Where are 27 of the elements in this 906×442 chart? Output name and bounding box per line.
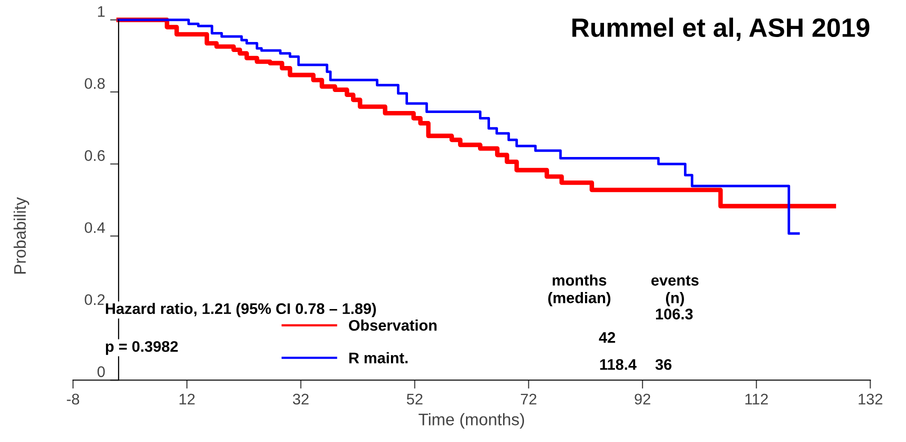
y-tick-label: 0.2 — [84, 294, 105, 306]
x-tick-label: -8 — [66, 394, 80, 405]
y-tick-label: 0.8 — [84, 78, 105, 89]
annotation: 42 — [598, 332, 616, 343]
x-axis-title: Time (months) — [418, 413, 524, 429]
annotation: events (n) — [651, 276, 699, 306]
y-tick-label: 0.6 — [84, 150, 105, 161]
legend-label: R maint. — [349, 352, 408, 364]
x-tick-label: 32 — [292, 394, 309, 405]
y-axis-title: Probability — [14, 197, 30, 274]
y-tick-label: 0.4 — [84, 222, 105, 234]
x-tick-label: 132 — [858, 394, 882, 405]
legend-label: Observation — [348, 320, 437, 331]
annotation: 36 — [655, 359, 672, 370]
x-tick-label: 92 — [634, 394, 650, 405]
y-tick-label: 1 — [98, 6, 105, 17]
y-tick-label: 0 — [97, 366, 105, 378]
annotation: 118.4 — [600, 359, 637, 370]
x-tick-label: 12 — [180, 394, 195, 404]
x-tick-label: 52 — [406, 394, 422, 405]
annotation: months (median) — [548, 274, 610, 306]
x-tick-label: 72 — [520, 394, 536, 404]
x-tick-label: 112 — [745, 394, 768, 404]
annotation: p = 0.3982 — [106, 341, 178, 355]
chart-title: Rummel et al, ASH 2019 — [572, 18, 870, 41]
annotation: 106.3 — [656, 308, 693, 320]
annotation: Hazard ratio, 1.21 (95% CI 0.78 – 1.89) — [106, 302, 376, 318]
